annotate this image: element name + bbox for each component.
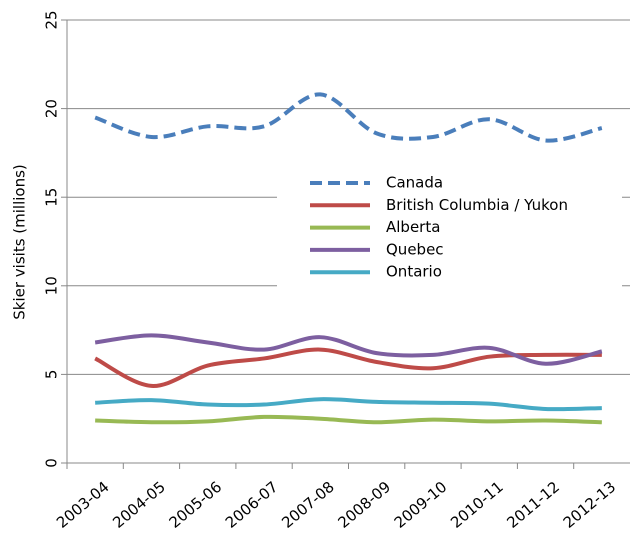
series-line xyxy=(94,333,603,366)
x-tick-label: 2009-10 xyxy=(391,478,451,532)
series-line xyxy=(95,397,602,412)
series-line xyxy=(95,414,602,425)
x-tick-label: 2007-08 xyxy=(278,478,338,532)
legend-label: Alberta xyxy=(386,218,440,236)
x-tick-label: 2004-05 xyxy=(109,478,169,532)
x-tick-label: 2005-06 xyxy=(166,478,226,532)
series-line xyxy=(94,92,603,143)
x-tick-label: 2003-04 xyxy=(53,478,113,532)
y-tick-label: 10 xyxy=(43,276,61,295)
x-tick-label: 2011-12 xyxy=(503,478,563,532)
y-tick-label: 20 xyxy=(43,99,61,118)
y-tick-label: 15 xyxy=(43,188,61,207)
x-tick-label: 2010-11 xyxy=(447,478,507,532)
x-tick-label: 2008-09 xyxy=(335,478,395,532)
y-tick-label: 0 xyxy=(43,458,61,468)
y-tick-label: 25 xyxy=(43,10,61,29)
y-axis-label: Skier visits (millions) xyxy=(11,164,29,320)
series-line xyxy=(94,347,602,388)
x-tick-label: 2012-13 xyxy=(560,478,620,532)
y-tick-label: 5 xyxy=(43,370,61,380)
legend-label: British Columbia / Yukon xyxy=(386,196,568,214)
legend-label: Canada xyxy=(386,174,443,192)
legend-label: Ontario xyxy=(386,263,442,281)
legend-label: Quebec xyxy=(386,240,444,258)
x-tick-label: 2006-07 xyxy=(222,478,282,532)
